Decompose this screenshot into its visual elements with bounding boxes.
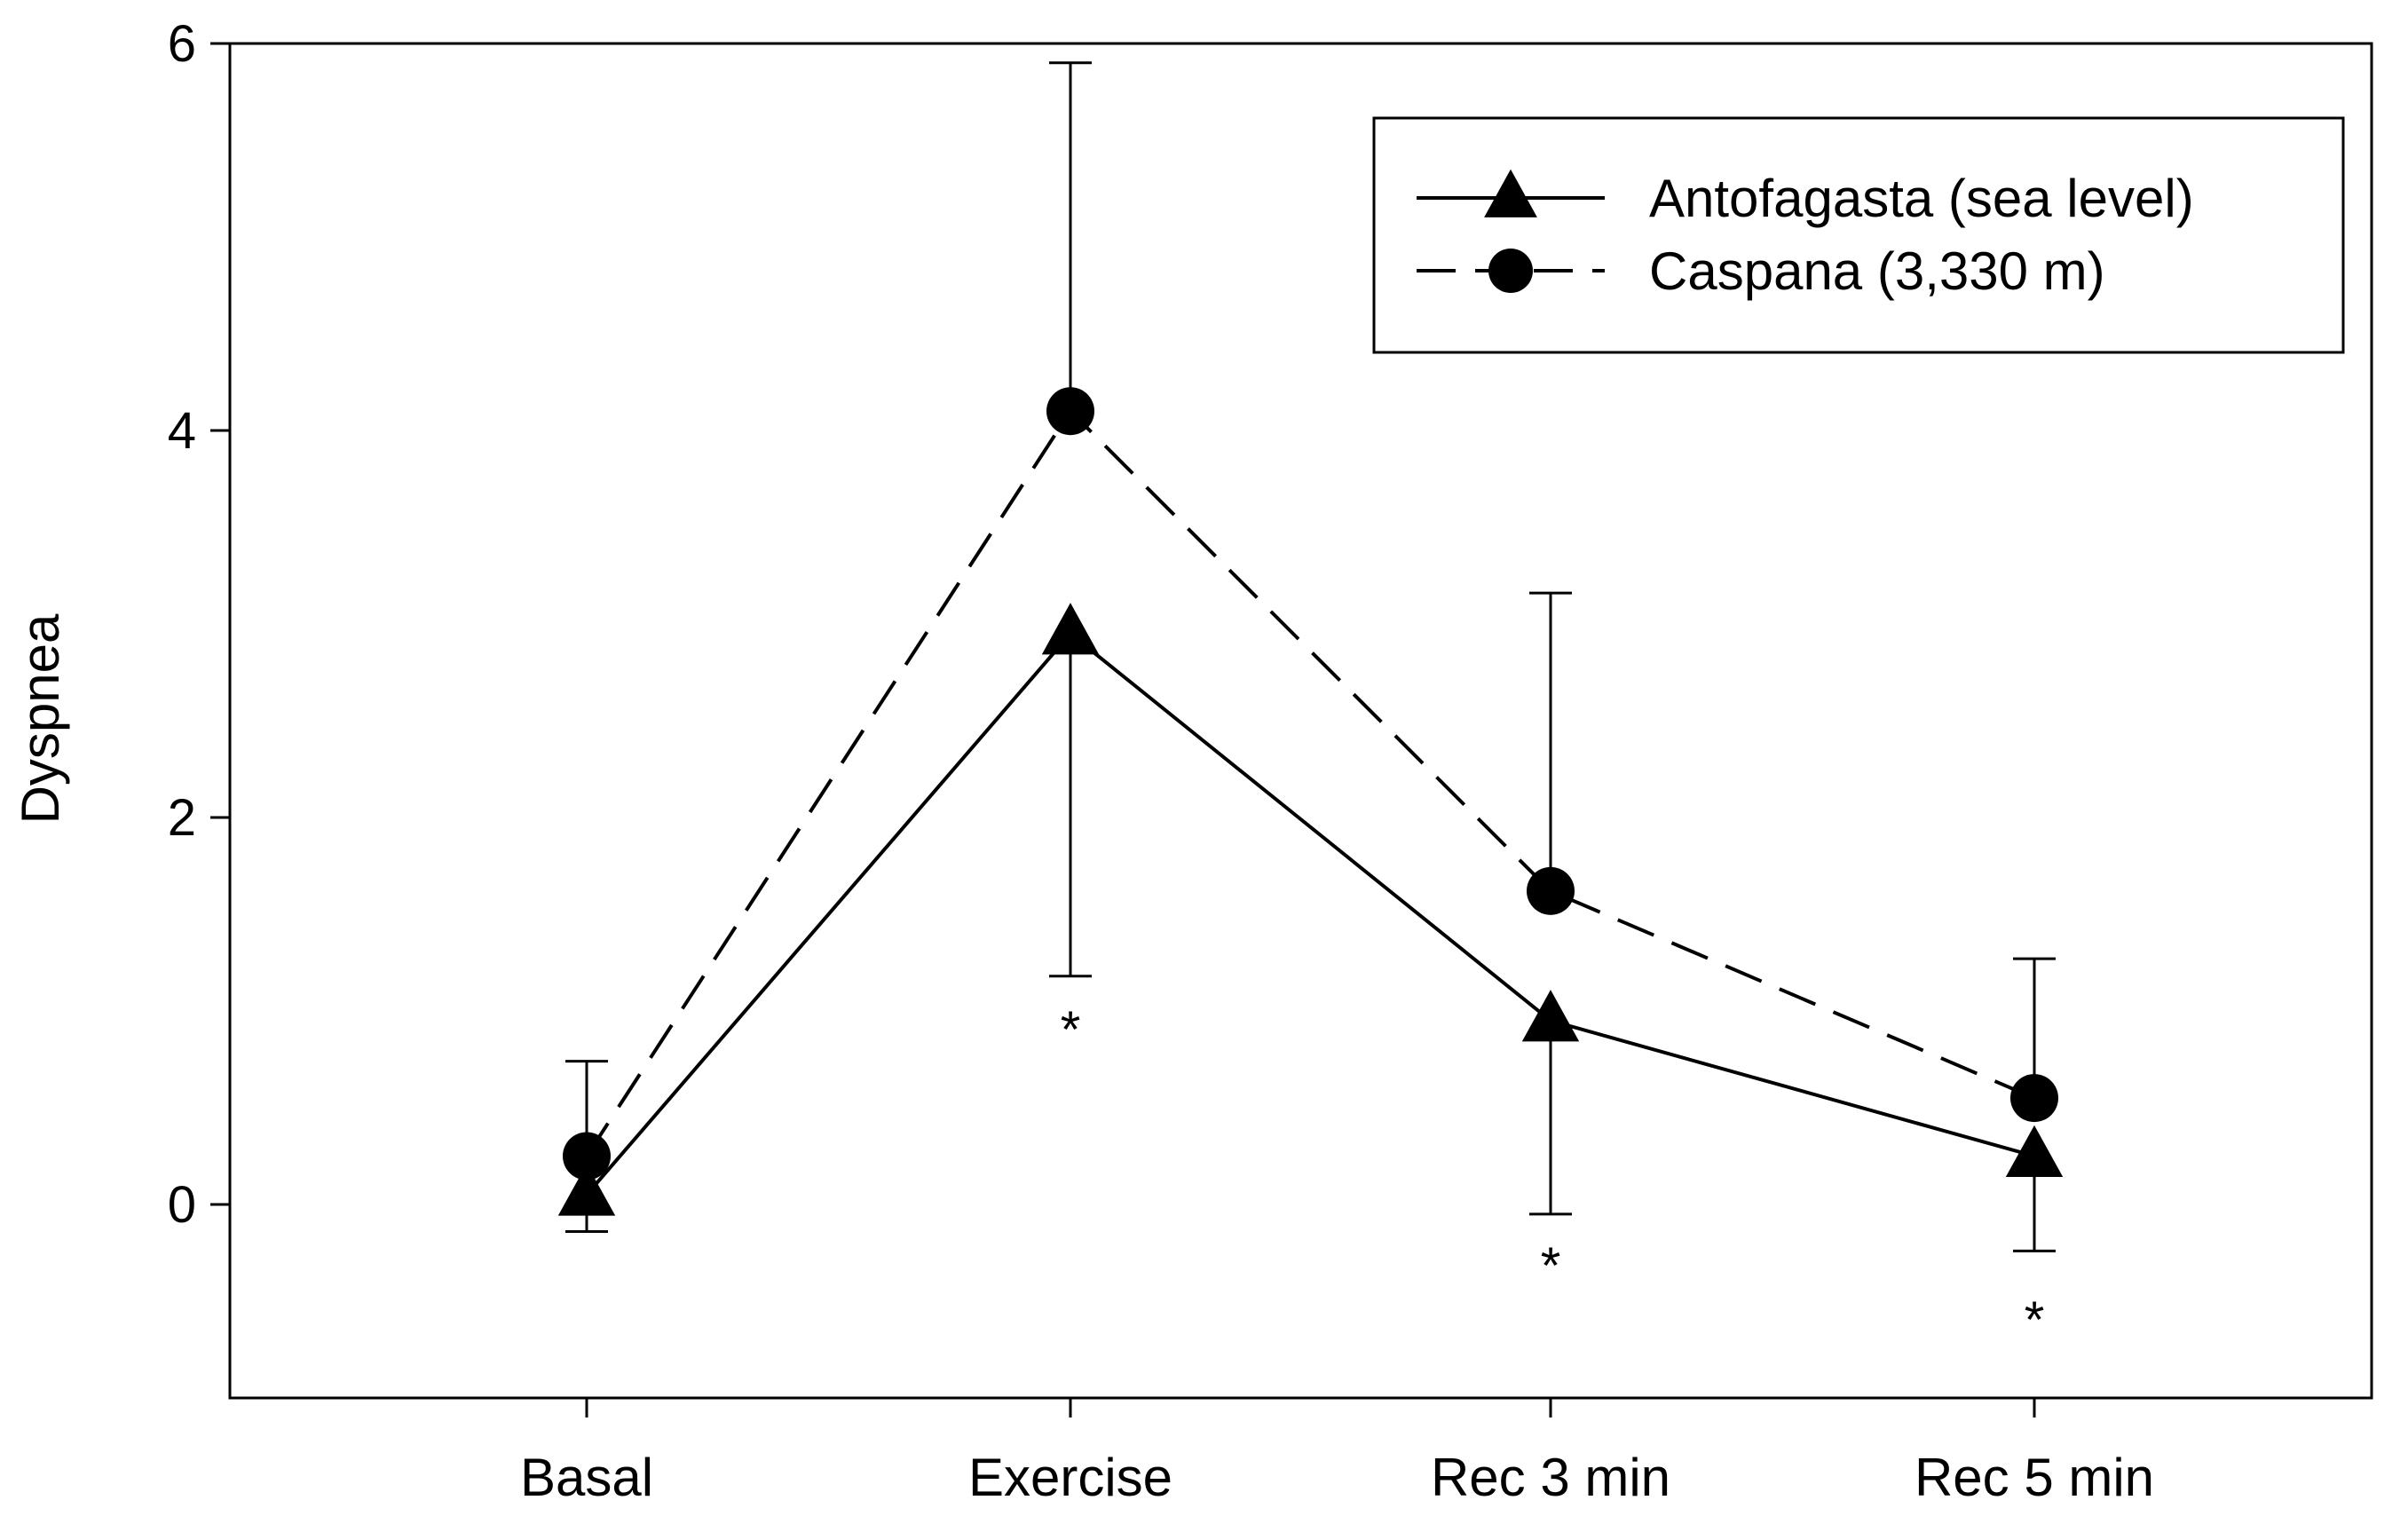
data-point-triangle xyxy=(2005,1125,2064,1178)
series-line-1 xyxy=(585,631,2035,1196)
significance-asterisk: * xyxy=(1541,1237,1561,1295)
significance-asterisk: * xyxy=(1061,1001,1081,1059)
x-tick-label: Rec 5 min xyxy=(1915,1448,2154,1507)
data-point-triangle xyxy=(1041,603,1100,655)
series-layer: * * * xyxy=(557,61,2064,1349)
x-tick-label: Exercise xyxy=(968,1448,1172,1507)
y-axis-label: Dyspnea xyxy=(11,613,70,824)
y-tick-label: 4 xyxy=(168,402,196,460)
series-line-2 xyxy=(585,408,2035,1157)
data-point-circle xyxy=(1488,249,1533,293)
legend-box xyxy=(1372,116,2345,354)
data-point-circle xyxy=(1527,866,1575,915)
data-point-triangle xyxy=(1484,169,1537,217)
significance-asterisk: * xyxy=(2025,1291,2045,1349)
legend-label-1: Antofagasta (sea level) xyxy=(1649,169,2194,228)
data-point-circle xyxy=(1046,387,1094,436)
y-tick-label: 2 xyxy=(168,789,196,847)
data-point-triangle xyxy=(557,1164,616,1216)
data-point-triangle xyxy=(1521,990,1580,1042)
axes: 0 2 4 6 Basal Exercise Rec 3 min Rec 5 min xyxy=(168,15,2373,1507)
y-tick-label: 0 xyxy=(168,1176,196,1234)
x-tick-label: Basal xyxy=(520,1448,653,1507)
data-point-circle xyxy=(563,1132,611,1181)
legend-label-2: Caspana (3,330 m) xyxy=(1649,241,2105,301)
y-tick-label: 6 xyxy=(168,15,196,73)
plot-frame xyxy=(228,42,2373,1400)
data-point-circle xyxy=(2010,1074,2058,1123)
x-tick-label: Rec 3 min xyxy=(1431,1448,1670,1507)
legend: Antofagasta (sea level) Caspana (3,330 m) xyxy=(1372,116,2345,354)
